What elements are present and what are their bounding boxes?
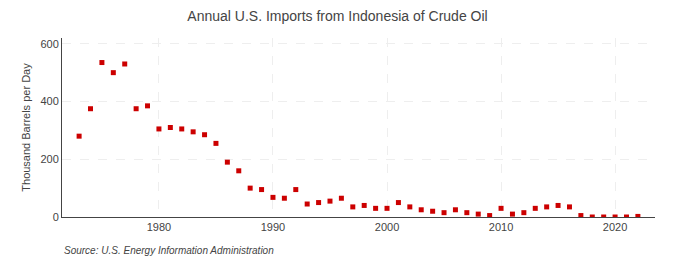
svg-text:1990: 1990: [261, 221, 285, 233]
svg-text:Thousand Barrels per Day: Thousand Barrels per Day: [20, 63, 32, 192]
svg-text:400: 400: [40, 95, 58, 107]
svg-text:200: 200: [40, 153, 58, 165]
svg-text:2000: 2000: [375, 221, 399, 233]
svg-text:0: 0: [53, 211, 59, 223]
svg-text:Source: U.S. Energy Informatio: Source: U.S. Energy Information Administ…: [64, 245, 274, 256]
svg-text:600: 600: [40, 38, 58, 50]
svg-text:1980: 1980: [147, 221, 171, 233]
svg-text:2010: 2010: [489, 221, 513, 233]
svg-text:Annual U.S. Imports from Indon: Annual U.S. Imports from Indonesia of Cr…: [187, 8, 487, 24]
svg-text:2020: 2020: [603, 221, 627, 233]
